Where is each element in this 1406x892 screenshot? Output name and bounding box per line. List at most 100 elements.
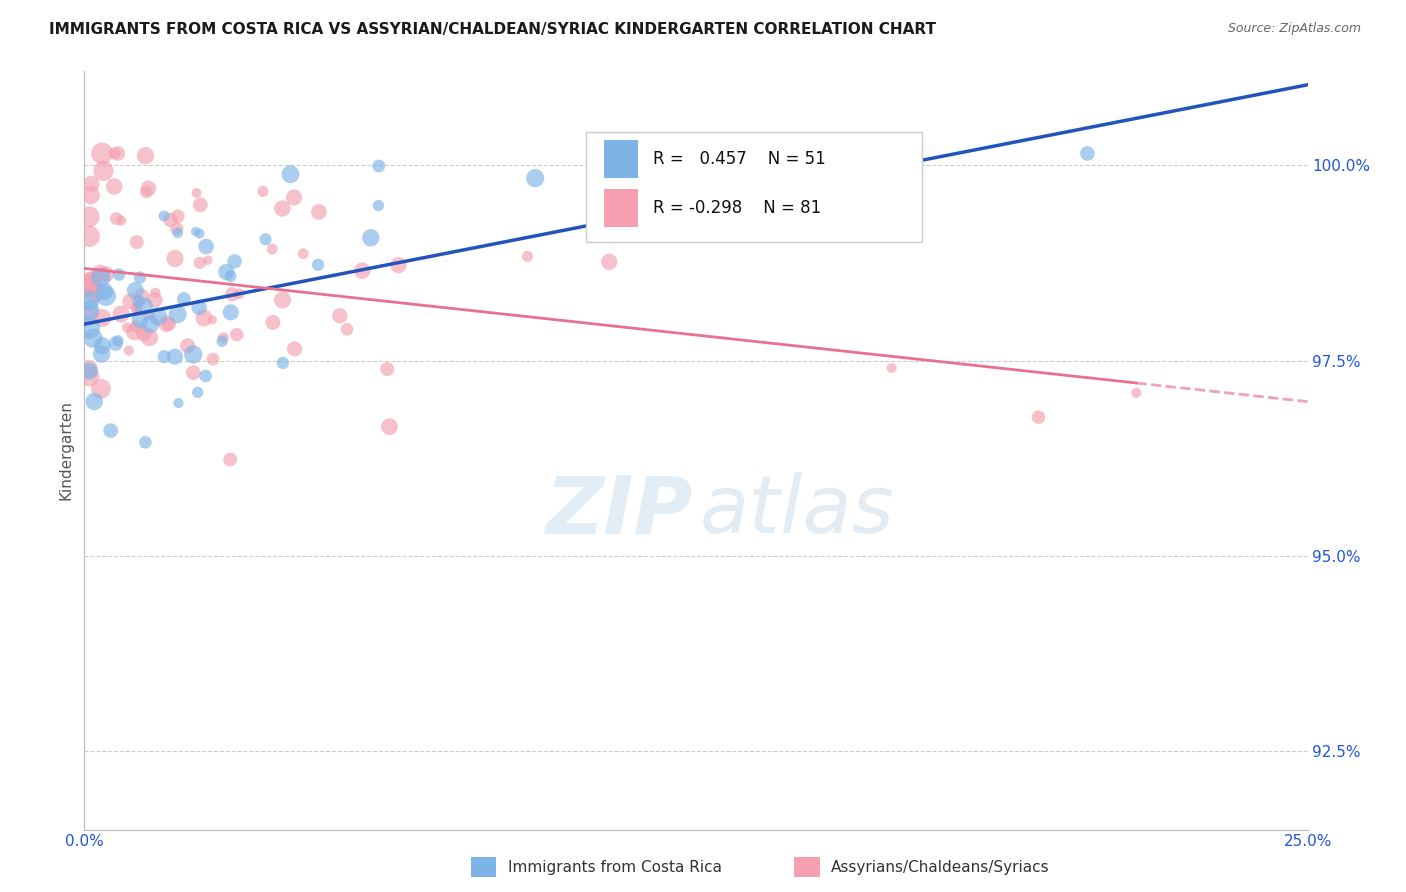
Y-axis label: Kindergarten: Kindergarten [58,401,73,500]
Point [271,293,294,307]
Point [155,317,177,331]
Point [77,308,100,322]
Point [91,146,114,161]
Point [125,235,148,249]
Point [105,211,128,226]
Point [516,249,538,263]
Point [139,318,162,332]
Point [360,231,382,245]
Point [375,362,398,376]
Point [129,270,152,285]
Point [79,282,101,296]
Point [329,309,352,323]
Point [104,336,127,351]
Text: Assyrians/Chaldeans/Syriacs: Assyrians/Chaldeans/Syriacs [831,860,1049,874]
Point [336,322,359,336]
FancyBboxPatch shape [586,132,922,242]
Point [91,310,114,325]
Point [195,239,218,253]
Point [177,339,200,353]
Point [94,267,117,281]
Point [93,164,115,178]
Point [103,179,125,194]
Point [83,285,105,300]
Point [271,356,294,370]
Point [153,350,176,364]
Point [163,350,186,364]
Point [187,385,209,400]
Point [77,210,100,224]
Point [254,232,277,246]
Point [77,229,100,244]
Point [108,268,131,282]
Point [166,221,188,235]
Text: Source: ZipAtlas.com: Source: ZipAtlas.com [1227,22,1361,36]
Text: ZIP: ZIP [546,472,692,550]
Point [378,419,401,434]
Point [131,289,153,303]
Point [166,226,188,240]
Point [148,310,170,324]
Text: R = -0.298    N = 81: R = -0.298 N = 81 [654,199,821,217]
Point [124,284,146,298]
Point [387,258,409,272]
Point [117,320,139,334]
Point [90,270,112,285]
Point [118,343,141,358]
Point [82,331,104,345]
Point [219,452,242,467]
Point [262,315,284,329]
Point [93,285,115,299]
Point [228,286,250,301]
Point [80,188,103,202]
Point [77,321,100,335]
Point [188,227,211,241]
Point [139,308,162,322]
Point [159,213,181,227]
Point [184,224,207,238]
Point [107,146,129,161]
Point [153,209,176,223]
Point [524,171,547,186]
Point [163,252,186,266]
Point [77,293,100,308]
Point [166,307,188,321]
Point [80,177,103,191]
Point [283,190,305,204]
Point [173,292,195,306]
Point [132,300,155,314]
Point [77,303,100,318]
Point [125,319,148,334]
Point [100,424,122,438]
Point [183,366,205,380]
Point [197,253,219,268]
Point [125,301,148,316]
Point [143,285,166,300]
Point [166,209,188,223]
Point [219,269,242,284]
Point [224,254,246,268]
Point [292,246,315,260]
Point [1076,146,1098,161]
Point [77,364,100,378]
Point [880,360,903,375]
Text: Immigrants from Costa Rica: Immigrants from Costa Rica [508,860,721,874]
Point [128,294,150,309]
Point [211,334,233,348]
Point [132,326,155,341]
Point [120,294,142,309]
Point [157,317,180,331]
Point [134,148,156,162]
Point [107,334,129,348]
Point [598,255,620,269]
Point [90,347,112,361]
Point [1028,410,1050,425]
Point [89,267,111,281]
Point [308,205,330,219]
Point [367,198,389,212]
Point [77,275,100,289]
Point [110,213,132,227]
Point [1125,385,1147,400]
Text: atlas: atlas [700,472,894,550]
Point [128,313,150,327]
